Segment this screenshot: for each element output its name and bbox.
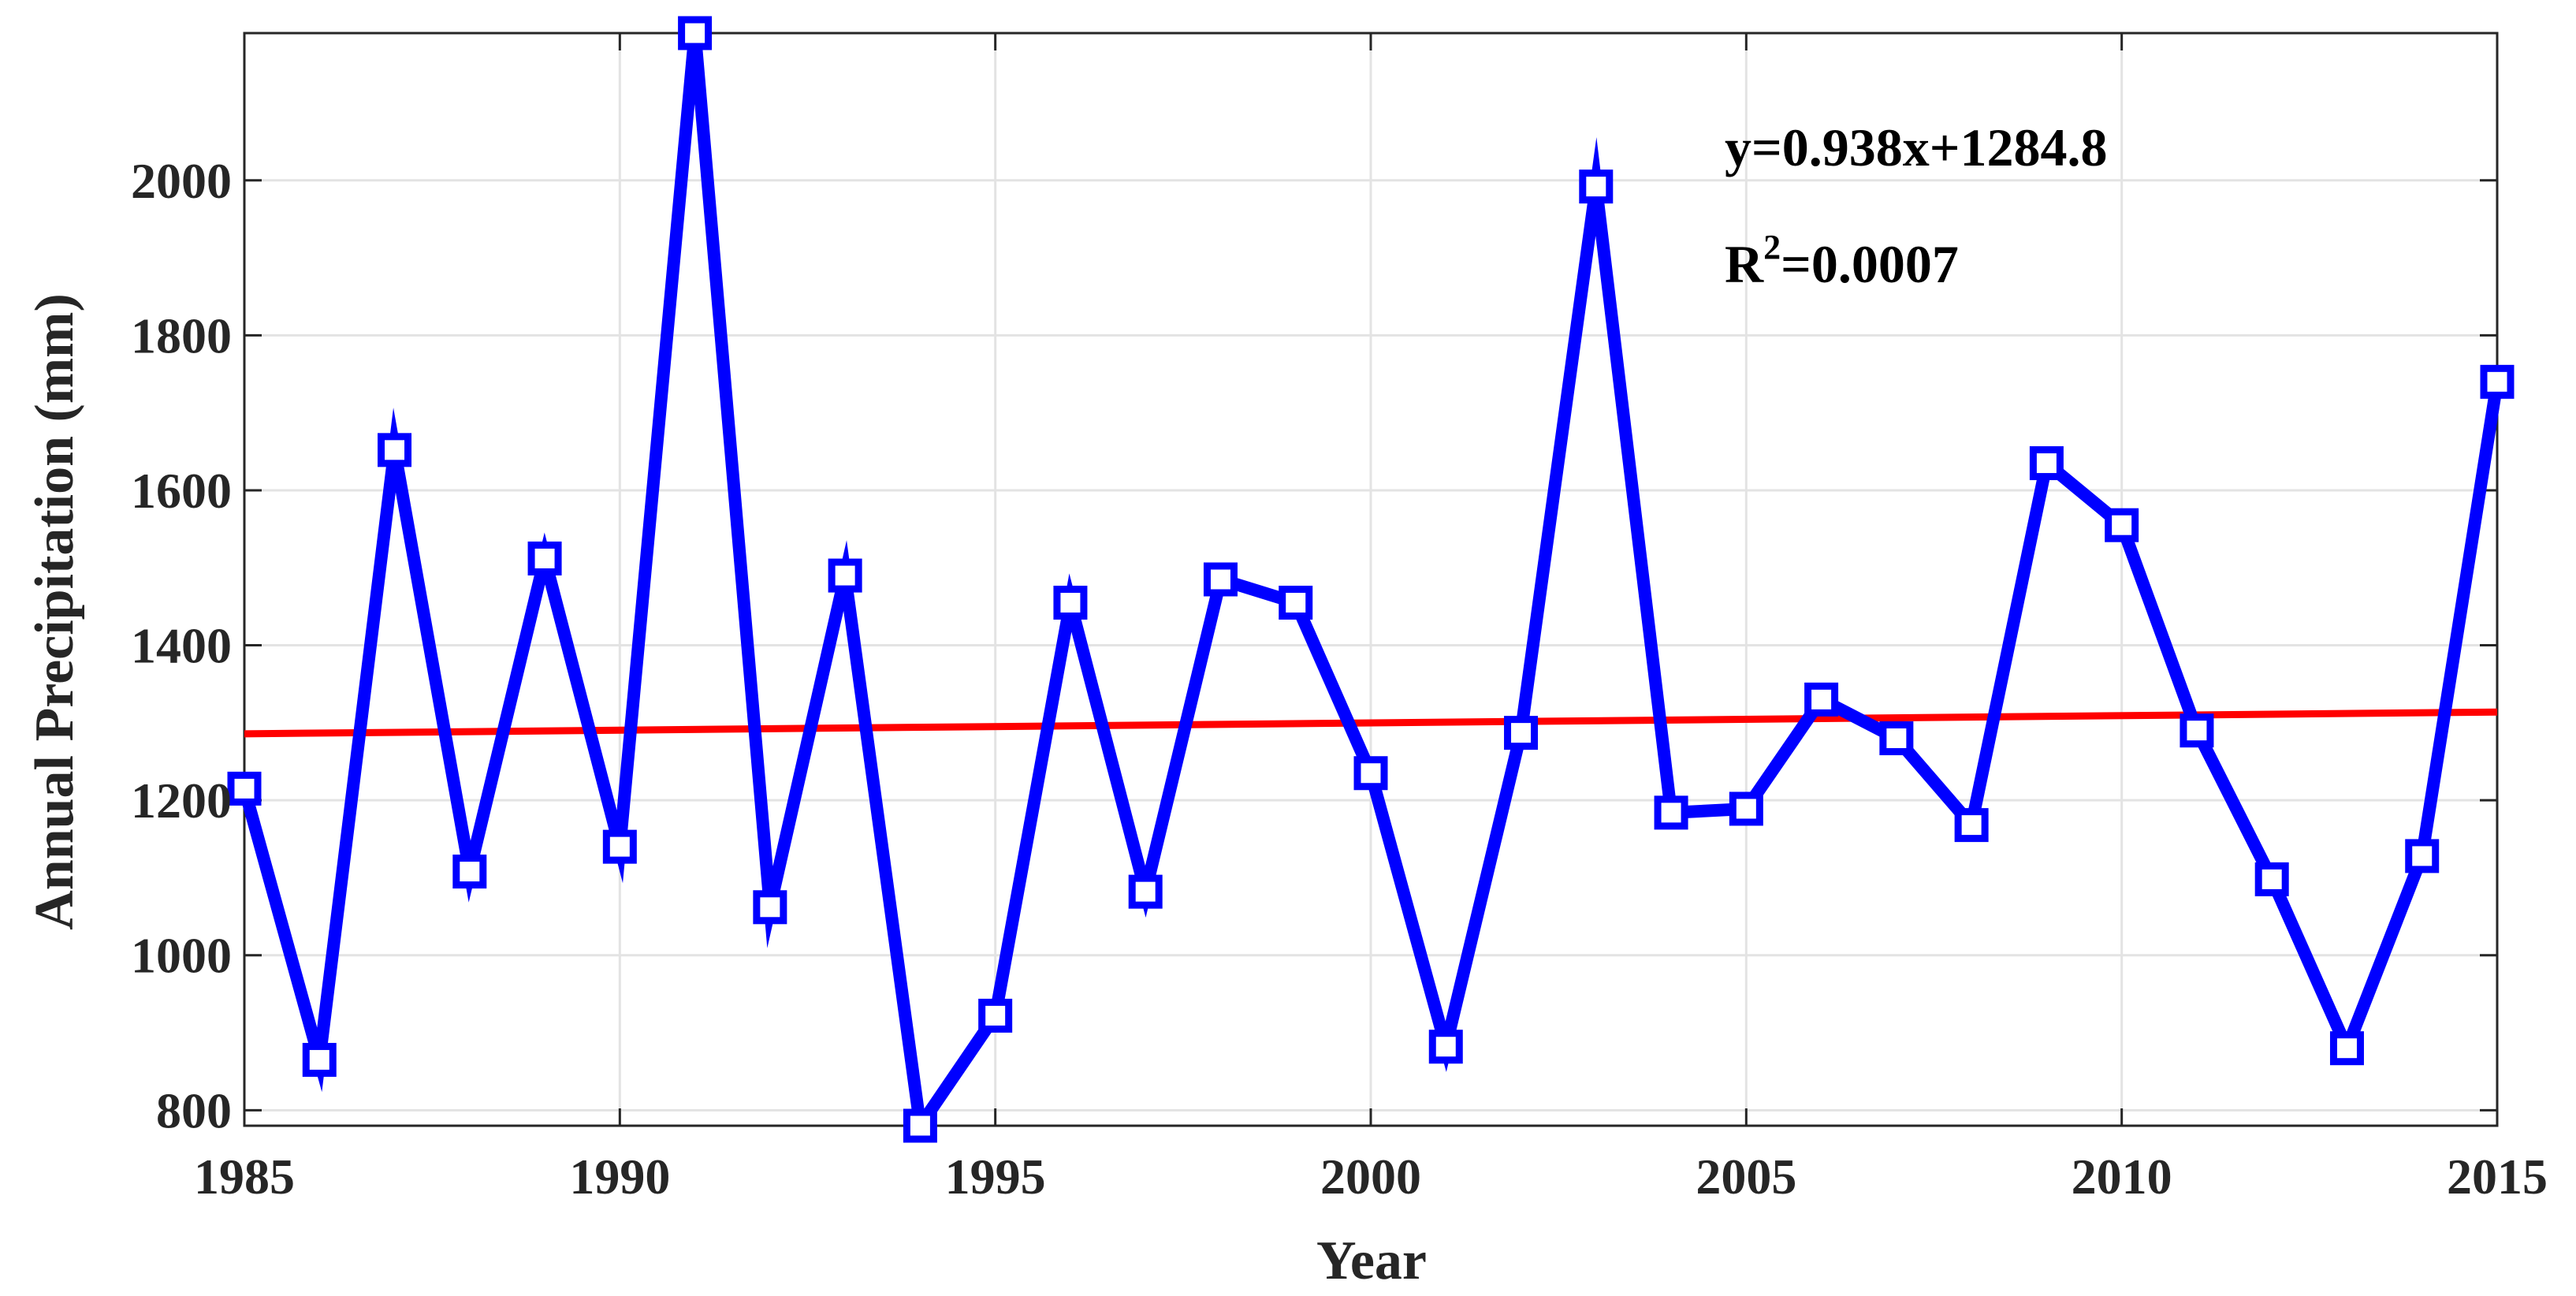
data-point-marker: [2254, 862, 2289, 896]
y-axis-title: Annual Precipitation (mm): [24, 293, 85, 930]
data-point-marker: [1353, 756, 1388, 791]
data-point-marker: [1654, 795, 1688, 830]
data-point-marker: [2029, 446, 2064, 481]
data-point-marker: [2329, 1031, 2364, 1066]
data-point-marker: [903, 1108, 937, 1143]
y-tick-label: 1200: [131, 773, 232, 829]
x-tick-label: 1985: [194, 1149, 295, 1205]
x-axis-title: Year: [1316, 1231, 1427, 1291]
data-point-marker: [753, 890, 787, 925]
data-point-marker: [2405, 839, 2440, 873]
y-tick-label: 1000: [131, 928, 232, 984]
trendline: [244, 708, 2498, 738]
grid: [243, 33, 2499, 1126]
data-point-marker: [1729, 791, 1763, 826]
y-tick-label: 1400: [131, 618, 232, 674]
r-squared-value: =0.0007: [1781, 234, 1959, 294]
data-point-marker: [1128, 874, 1163, 909]
r-squared-symbol: R: [1725, 234, 1764, 294]
data-point-marker: [378, 433, 412, 467]
data-point-marker: [602, 829, 637, 864]
x-tick-label: 1990: [569, 1149, 670, 1205]
data-point-marker: [678, 16, 713, 50]
data-point-marker: [1053, 585, 1088, 620]
data-point-marker: [1279, 585, 1313, 620]
x-tick-label: 2015: [2447, 1149, 2548, 1205]
precipitation-series: [227, 16, 2515, 1143]
x-tick-label: 1995: [945, 1149, 1046, 1205]
trendline-equation: y=0.938x+1284.8: [1725, 117, 2108, 177]
y-tick-label: 800: [156, 1082, 232, 1138]
data-point-marker: [2480, 364, 2515, 399]
data-point-marker: [1203, 562, 1238, 597]
data-point-marker: [527, 541, 562, 575]
r-squared-exponent: 2: [1763, 228, 1781, 266]
data-point-marker: [1428, 1030, 1463, 1064]
data-point-marker: [828, 558, 862, 593]
data-point-marker: [978, 998, 1013, 1033]
x-tick-label: 2005: [1696, 1149, 1796, 1205]
x-tick-label: 2000: [1320, 1149, 1421, 1205]
y-tick-label: 1800: [131, 307, 232, 363]
x-tick-label: 2010: [2072, 1149, 2172, 1205]
axes: [243, 32, 2499, 1127]
data-point-marker: [2180, 713, 2214, 748]
data-point-marker: [1954, 808, 1989, 843]
data-point-marker: [1879, 721, 1914, 756]
x-tick-labels: 1985 1990 1995 2000 2005 2010 2015: [194, 1149, 2548, 1205]
y-tick-label: 2000: [131, 153, 232, 209]
r-squared-annotation: R2=0.0007: [1725, 228, 1959, 294]
data-point-marker: [302, 1042, 337, 1077]
data-point-marker: [452, 855, 487, 889]
trendline-segment: [244, 708, 2498, 738]
y-tick-label: 1600: [131, 463, 232, 519]
data-point-marker: [1579, 169, 1614, 204]
data-point-marker: [227, 771, 262, 806]
data-point-marker: [1804, 682, 1839, 717]
data-point-marker: [1504, 716, 1539, 750]
y-tick-labels: 800 1000 1200 1400 1600 1800 2000: [131, 153, 232, 1139]
data-point-marker: [2105, 508, 2139, 542]
